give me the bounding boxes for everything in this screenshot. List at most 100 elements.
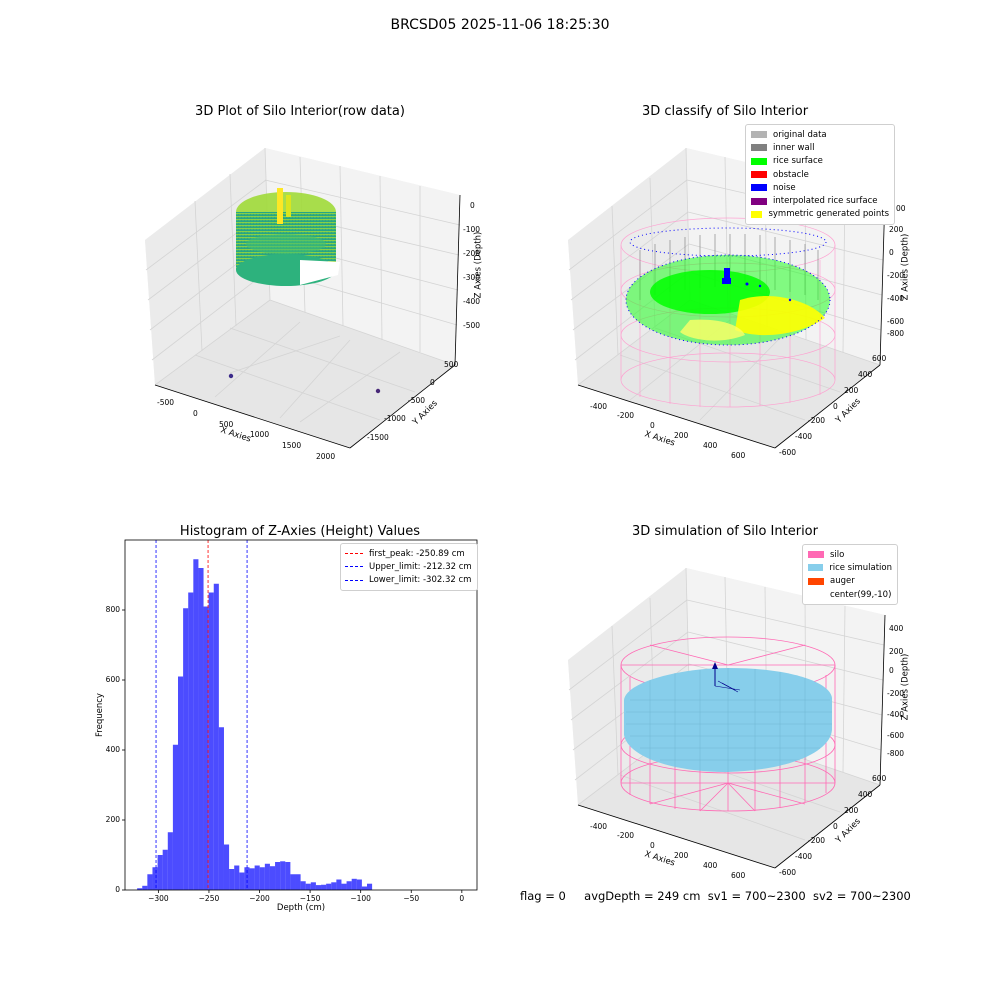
histogram-bar	[285, 862, 291, 890]
histogram-bar	[244, 867, 250, 890]
histogram-ytick-label: 0	[115, 885, 120, 894]
histogram-bar	[167, 832, 173, 890]
raw-ztick: -100	[463, 225, 481, 234]
legend-item-auger: auger	[808, 575, 892, 588]
histogram-bar	[259, 867, 265, 890]
legend-line	[345, 579, 363, 581]
legend-swatch	[751, 210, 763, 218]
simulation-xtick: -200	[617, 831, 635, 840]
histogram-bar	[367, 883, 373, 890]
raw-ztick: -300	[463, 273, 481, 282]
histogram-bar	[300, 881, 306, 890]
classify-ztick: 0	[889, 248, 894, 257]
classify-xtick: 200	[674, 431, 689, 440]
histogram-bar	[254, 865, 260, 890]
histogram-bar	[198, 568, 204, 890]
simulation-ytick: 400	[858, 790, 873, 799]
classify-xtick: -200	[617, 411, 635, 420]
histogram-bar	[249, 868, 255, 890]
classify-ytick: -400	[795, 432, 813, 441]
histogram-xtick-label: −250	[198, 894, 220, 903]
histogram-ytick-label: 400	[105, 745, 120, 754]
raw-zlabel: Z Axies (Depth)	[473, 231, 484, 299]
histogram-xtick-label: −150	[299, 894, 321, 903]
simulation-ztick: -600	[887, 731, 905, 740]
simulation-ztick: -800	[887, 749, 905, 758]
raw-ylabel: Y Axies	[410, 398, 440, 428]
histogram-bar	[152, 867, 158, 890]
classify-ztick: -800	[887, 329, 905, 338]
simulation-zlabel: Z Axies (Depth)	[900, 653, 911, 721]
classify-ytick: -600	[779, 448, 797, 457]
raw-xtick: 2000	[316, 452, 336, 461]
legend-label: silo	[830, 549, 845, 560]
histogram-bar	[341, 883, 347, 890]
histogram-bar	[351, 878, 357, 890]
legend-label: rice simulation	[829, 562, 892, 573]
legend-swatch	[808, 551, 824, 559]
histogram-legend: first_peak: -250.89 cm Upper_limit: -212…	[340, 543, 478, 591]
raw-ztick: -200	[463, 249, 481, 258]
histogram-bar	[172, 744, 179, 890]
simulation-xtick: 400	[703, 861, 718, 870]
status-sv1: sv1 = 700~2300	[707, 889, 806, 903]
simulation-ytick: -400	[795, 852, 813, 861]
classify-ytick: 400	[858, 370, 873, 379]
classify-xlabel: X Axies	[643, 429, 677, 449]
status-sv2: sv2 = 700~2300	[812, 889, 911, 903]
classify-ytick: 200	[844, 386, 859, 395]
panel-title-classify: 3D classify of Silo Interior	[641, 104, 809, 119]
raw-ytick: 0	[430, 378, 435, 387]
legend-item-noise: noise	[751, 181, 889, 194]
classify-ztick: -200	[887, 271, 905, 280]
classify-xtick: -400	[590, 402, 608, 411]
legend-swatch	[808, 577, 824, 585]
histogram-xtick-label: −100	[350, 894, 371, 903]
panel-title-histogram: Histogram of Z-Axies (Height) Values	[179, 524, 421, 539]
histogram-bar	[178, 676, 184, 890]
raw-xtick: 500	[219, 420, 234, 429]
legend-item-silo: silo	[808, 548, 892, 561]
raw-xtick: -500	[157, 398, 175, 407]
legend-line	[345, 553, 363, 555]
figure-title: BRCSD05 2025-11-06 18:25:30	[390, 17, 610, 33]
histogram-bar	[290, 874, 296, 890]
legend-item-inner-wall: inner wall	[751, 141, 889, 154]
legend-line	[345, 566, 363, 568]
histogram-bar	[218, 727, 224, 890]
status-avg-depth: avgDepth = 249 cm	[584, 889, 701, 903]
histogram-bar	[193, 559, 199, 890]
simulation-xtick: 600	[731, 871, 746, 880]
classify-zlabel: Z Axies (Depth)	[900, 233, 911, 301]
classify-legend: original data inner wall rice surface ob…	[745, 124, 895, 226]
histogram-xlabel: Depth (cm)	[276, 903, 326, 913]
histogram-bar	[137, 888, 143, 890]
legend-swatch	[751, 131, 767, 139]
legend-label: original data	[773, 129, 827, 140]
histogram-xtick-label: 0	[459, 894, 465, 903]
histogram-frame	[124, 539, 478, 891]
legend-swatch	[751, 157, 767, 165]
histogram-bar	[183, 608, 189, 890]
simulation-xlabel: X Axies	[643, 849, 677, 869]
legend-label: obstacle	[773, 169, 809, 180]
histogram-bar	[310, 882, 316, 890]
legend-label: first_peak: -250.89 cm	[369, 548, 465, 559]
legend-swatch	[751, 197, 767, 205]
histogram-bar	[295, 874, 301, 890]
raw-ztick: -500	[463, 321, 481, 330]
simulation-ytick: 200	[844, 806, 859, 815]
legend-swatch	[808, 591, 824, 598]
legend-swatch	[808, 564, 824, 572]
classify-ytick: -200	[808, 416, 826, 425]
histogram-bar	[203, 606, 209, 890]
legend-label: center(99,-10)	[830, 589, 892, 600]
simulation-xtick: 0	[650, 841, 655, 850]
raw-ztick: -400	[463, 297, 481, 306]
legend-label: noise	[773, 182, 796, 193]
histogram-bar	[361, 886, 367, 890]
status-flag: flag = 0	[520, 889, 566, 903]
panel-title-simulation: 3D simulation of Silo Interior	[632, 524, 818, 539]
histogram-bar	[264, 863, 270, 890]
histogram-bar	[147, 874, 153, 890]
